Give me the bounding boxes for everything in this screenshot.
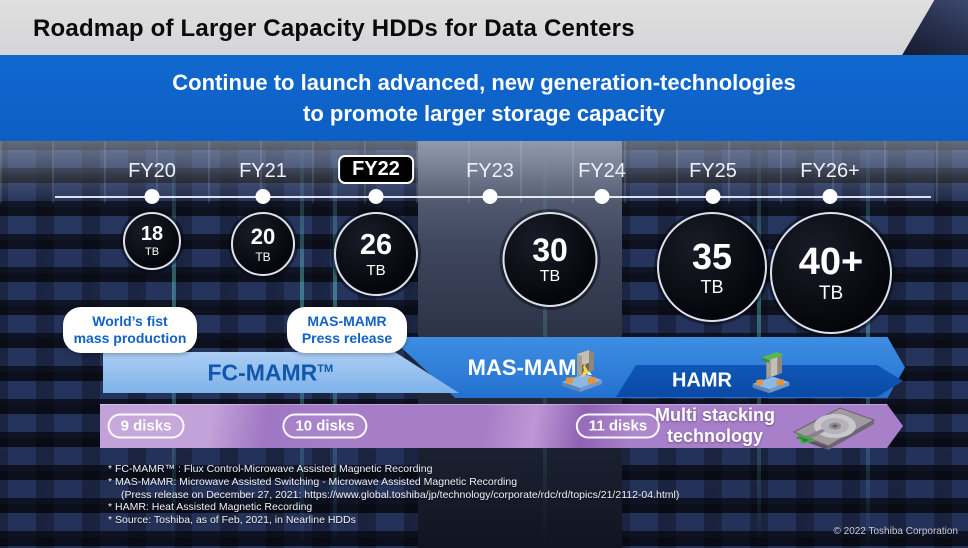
footnote-press-release-url: (Press release on December 27, 2021: htt…	[121, 488, 680, 501]
capacity-value: 20	[250, 223, 276, 249]
timeline-dot	[144, 189, 160, 204]
capacity-circle-18tb: 18 TB	[123, 212, 181, 270]
banner-line-1: Continue to launch advanced, new generat…	[172, 70, 796, 95]
timeline-year-fy25: FY25	[689, 160, 737, 182]
callout-line: MAS-MAMR	[307, 313, 387, 329]
timeline-year-fy21: FY21	[239, 160, 287, 182]
callout-line: World’s fist	[92, 313, 168, 329]
callout-worlds-first-mass-production: World’s fist mass production	[63, 307, 197, 353]
capacity-unit: TB	[255, 249, 271, 264]
capacity-unit: TB	[700, 276, 724, 297]
capacity-unit: TB	[818, 283, 844, 304]
timeline-dot	[822, 189, 838, 204]
tech-name: FC-MAMR	[207, 359, 318, 385]
capacity-value: 26	[359, 228, 393, 261]
capacity-circle-30tb: 30 TB	[502, 212, 598, 307]
page-title: Roadmap of Larger Capacity HDDs for Data…	[33, 15, 635, 42]
trademark-superscript: TM	[317, 362, 334, 375]
tech-bar-label-fc-mamr: FC-MAMRTM	[207, 359, 333, 386]
timeline-dot	[482, 189, 498, 204]
disk-pill-10: 10 disks	[282, 413, 368, 439]
capacity-value: 30	[532, 232, 568, 268]
capacity-circle-20tb: 20 TB	[231, 212, 295, 276]
capacity-circle-26tb: 26 TB	[334, 212, 418, 296]
disk-pill-11: 11 disks	[575, 413, 661, 439]
banner-line-2: to promote larger storage capacity	[303, 101, 665, 126]
multi-stacking-label: Multi stacking technology	[655, 405, 775, 447]
capacity-value: 18	[140, 223, 164, 245]
timeline-year-fy20: FY20	[128, 160, 176, 182]
write-head-icon	[752, 351, 790, 394]
multi-stacking-line1: Multi stacking	[654, 405, 776, 425]
capacity-value: 35	[691, 235, 733, 277]
capacity-circle-35tb: 35 TB	[657, 212, 767, 322]
multi-stacking-line2: technology	[666, 426, 764, 446]
capacity-unit: TB	[539, 268, 561, 285]
footnote-fc-mamr: * FC-MAMR™ : Flux Control-Microwave Assi…	[108, 463, 433, 475]
timeline-year-fy26plus: FY26+	[800, 160, 860, 182]
timeline-dot	[594, 189, 610, 204]
tech-bar-label-hamr: HAMR	[672, 369, 732, 392]
footnote-mas-mamr: * MAS-MAMR: Microwave Assisted Switching…	[108, 475, 518, 488]
capacity-circle-40tb-plus: 40+ TB	[770, 212, 892, 334]
timeline-year-fy23: FY23	[466, 160, 514, 182]
capacity-value: 40+	[798, 241, 864, 283]
hdd-icon	[792, 407, 876, 450]
footnote-source: * Source: Toshiba, as of Feb, 2021, in N…	[108, 514, 356, 527]
capacity-unit: TB	[366, 261, 386, 279]
callout-line: Press release	[301, 330, 393, 346]
disk-pill-9: 9 disks	[107, 413, 185, 439]
timeline-year-fy22-highlighted: FY22	[338, 155, 414, 184]
timeline-dot	[368, 189, 384, 204]
callout-mas-mamr-press-release: MAS-MAMR Press release	[287, 307, 407, 353]
timeline-year-fy24: FY24	[578, 160, 626, 182]
tech-bar-fc-mamr: FC-MAMRTM	[103, 352, 459, 393]
disk-count-bar: 9 disks 10 disks 11 disks Multi stacking…	[100, 404, 903, 448]
callout-line: mass production	[73, 330, 187, 346]
capacity-unit: TB	[144, 246, 160, 258]
write-head-icon	[562, 350, 602, 392]
slide-header: Roadmap of Larger Capacity HDDs for Data…	[0, 0, 968, 55]
timeline-dot	[255, 189, 271, 204]
copyright-notice: © 2022 Toshiba Corporation	[833, 526, 959, 537]
tech-bar-label-mas-mamr: MAS-MAMR	[467, 354, 593, 380]
footnotes: * FC-MAMR™ : Flux Control-Microwave Assi…	[108, 463, 679, 527]
key-message-banner: Continue to launch advanced, new generat…	[0, 55, 968, 141]
timeline-dot	[705, 189, 721, 204]
footnote-hamr: * HAMR: Heat Assisted Magnetic Recording	[108, 501, 313, 514]
